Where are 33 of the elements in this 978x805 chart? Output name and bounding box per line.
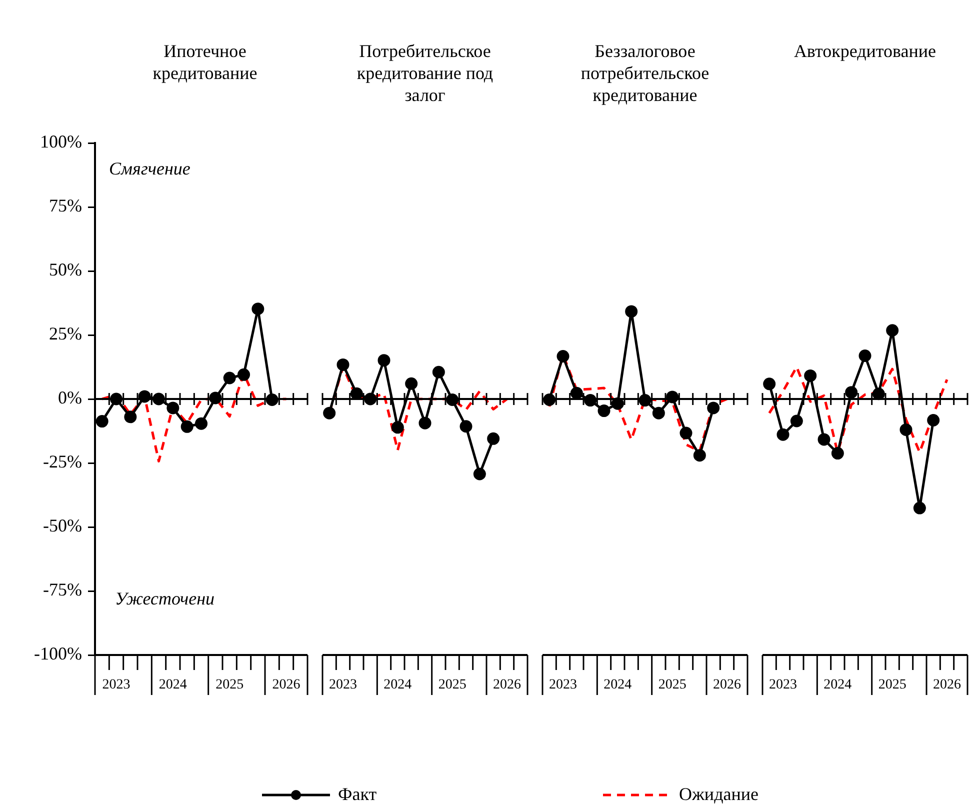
- x-tick-label: 2024: [158, 678, 187, 693]
- x-tick-label: 2026: [713, 678, 741, 693]
- y-tick-label: 100%: [40, 132, 82, 152]
- x-tick-label: 2024: [824, 678, 852, 693]
- x-tick-label: 2026: [493, 678, 521, 693]
- legend-label: Факт: [338, 784, 377, 805]
- chart-title: Беззалоговое потребительское кредитование: [580, 40, 710, 106]
- chart-title: Потребительское кредитование под залог: [356, 40, 494, 106]
- x-tick-label: 2023: [769, 678, 797, 693]
- x-tick-label: 2023: [102, 678, 130, 693]
- x-tick-label: 2024: [384, 678, 412, 693]
- chart-title: Автокредитование: [792, 40, 938, 62]
- y-tick-label: 75%: [49, 196, 82, 216]
- y-tick-label: -25%: [43, 452, 82, 472]
- x-tick-label: 2026: [933, 678, 961, 693]
- x-tick-label: 2024: [604, 678, 632, 693]
- x-tick-label: 2025: [216, 678, 244, 693]
- annotation: Смягчение: [109, 158, 190, 179]
- y-tick-label: 25%: [49, 324, 82, 344]
- x-tick-label: 2026: [272, 678, 300, 693]
- y-tick-label: -100%: [34, 644, 82, 664]
- x-tick-label: 2025: [878, 678, 906, 693]
- chart-title: Ипотечное кредитование: [152, 40, 258, 84]
- x-tick-label: 2025: [658, 678, 686, 693]
- y-tick-label: 0%: [58, 388, 82, 408]
- y-tick-label: -75%: [43, 580, 82, 600]
- y-tick-label: -50%: [43, 516, 82, 536]
- legend-label: Ожидание: [679, 784, 758, 805]
- x-tick-label: 2023: [329, 678, 357, 693]
- y-tick-label: 50%: [49, 260, 82, 280]
- annotation: Ужесточени: [115, 588, 215, 609]
- x-tick-label: 2025: [438, 678, 466, 693]
- x-tick-label: 2023: [549, 678, 577, 693]
